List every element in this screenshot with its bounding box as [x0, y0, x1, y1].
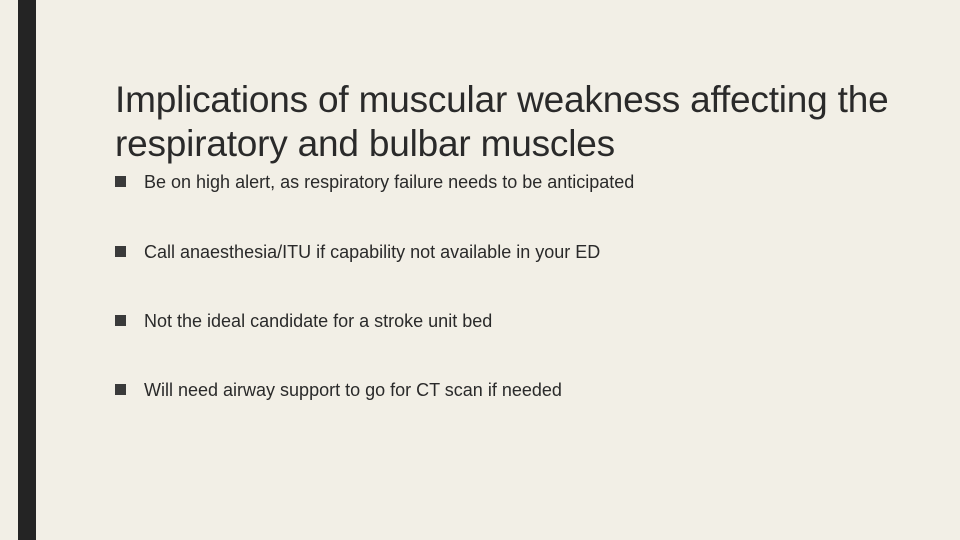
accent-sidebar [18, 0, 36, 540]
square-bullet-icon [115, 246, 126, 257]
list-item: Not the ideal candidate for a stroke uni… [115, 310, 900, 333]
square-bullet-icon [115, 384, 126, 395]
bullet-text: Call anaesthesia/ITU if capability not a… [144, 241, 600, 264]
square-bullet-icon [115, 176, 126, 187]
bullet-text: Be on high alert, as respiratory failure… [144, 171, 634, 194]
square-bullet-icon [115, 315, 126, 326]
list-item: Call anaesthesia/ITU if capability not a… [115, 241, 900, 264]
bullet-text: Will need airway support to go for CT sc… [144, 379, 562, 402]
bullet-text: Not the ideal candidate for a stroke uni… [144, 310, 492, 333]
slide-title: Implications of muscular weakness affect… [115, 78, 900, 165]
list-item: Will need airway support to go for CT sc… [115, 379, 900, 402]
bullet-list: Be on high alert, as respiratory failure… [115, 171, 900, 403]
slide-content: Implications of muscular weakness affect… [115, 78, 900, 403]
list-item: Be on high alert, as respiratory failure… [115, 171, 900, 194]
